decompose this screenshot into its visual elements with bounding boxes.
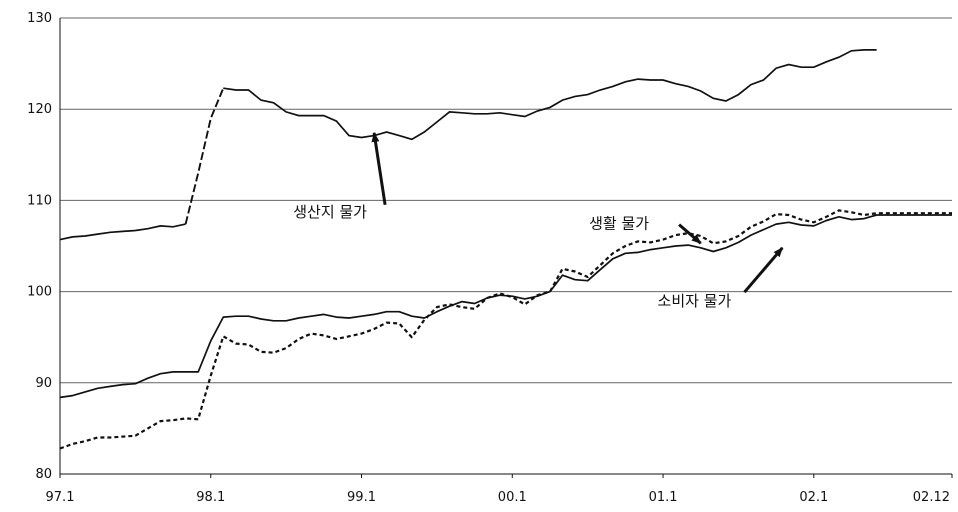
y-tick-label: 130 — [27, 11, 52, 26]
annotation-arrow — [678, 223, 702, 245]
series-line-producer-jump — [184, 87, 225, 225]
annotation-arrow — [371, 131, 387, 206]
y-tick-label: 110 — [27, 193, 52, 208]
x-tick-label: 00.1 — [498, 490, 527, 505]
series-line-producer — [59, 223, 186, 241]
annotation-label: 생산지 물가 — [293, 203, 367, 221]
annotation-label: 소비자 물가 — [658, 292, 732, 310]
x-tick-label: 02.1 — [799, 490, 828, 505]
x-tick-label: 02.12 — [913, 490, 950, 505]
series-layer — [59, 49, 952, 450]
axis-layer: 80 90 100 110 120 130 97.1 98.1 99.1 00.1 01.1 02.1… — [27, 11, 953, 505]
series-line-consumer — [59, 214, 952, 399]
x-tick-label: 97.1 — [46, 490, 75, 505]
annotation-arrow — [743, 246, 784, 294]
y-tick-label: 80 — [35, 467, 52, 482]
grid-layer — [60, 17, 952, 475]
series-line-living — [59, 209, 952, 450]
series-line-producer-cont — [223, 49, 877, 141]
y-tick-label: 90 — [35, 376, 52, 391]
y-tick-label: 120 — [27, 102, 52, 117]
x-tick-label: 98.1 — [196, 490, 225, 505]
annotation-label: 생활 물가 — [589, 215, 649, 233]
y-tick-label: 100 — [27, 285, 52, 300]
x-tick-label: 99.1 — [347, 490, 376, 505]
x-tick-label: 01.1 — [649, 490, 678, 505]
